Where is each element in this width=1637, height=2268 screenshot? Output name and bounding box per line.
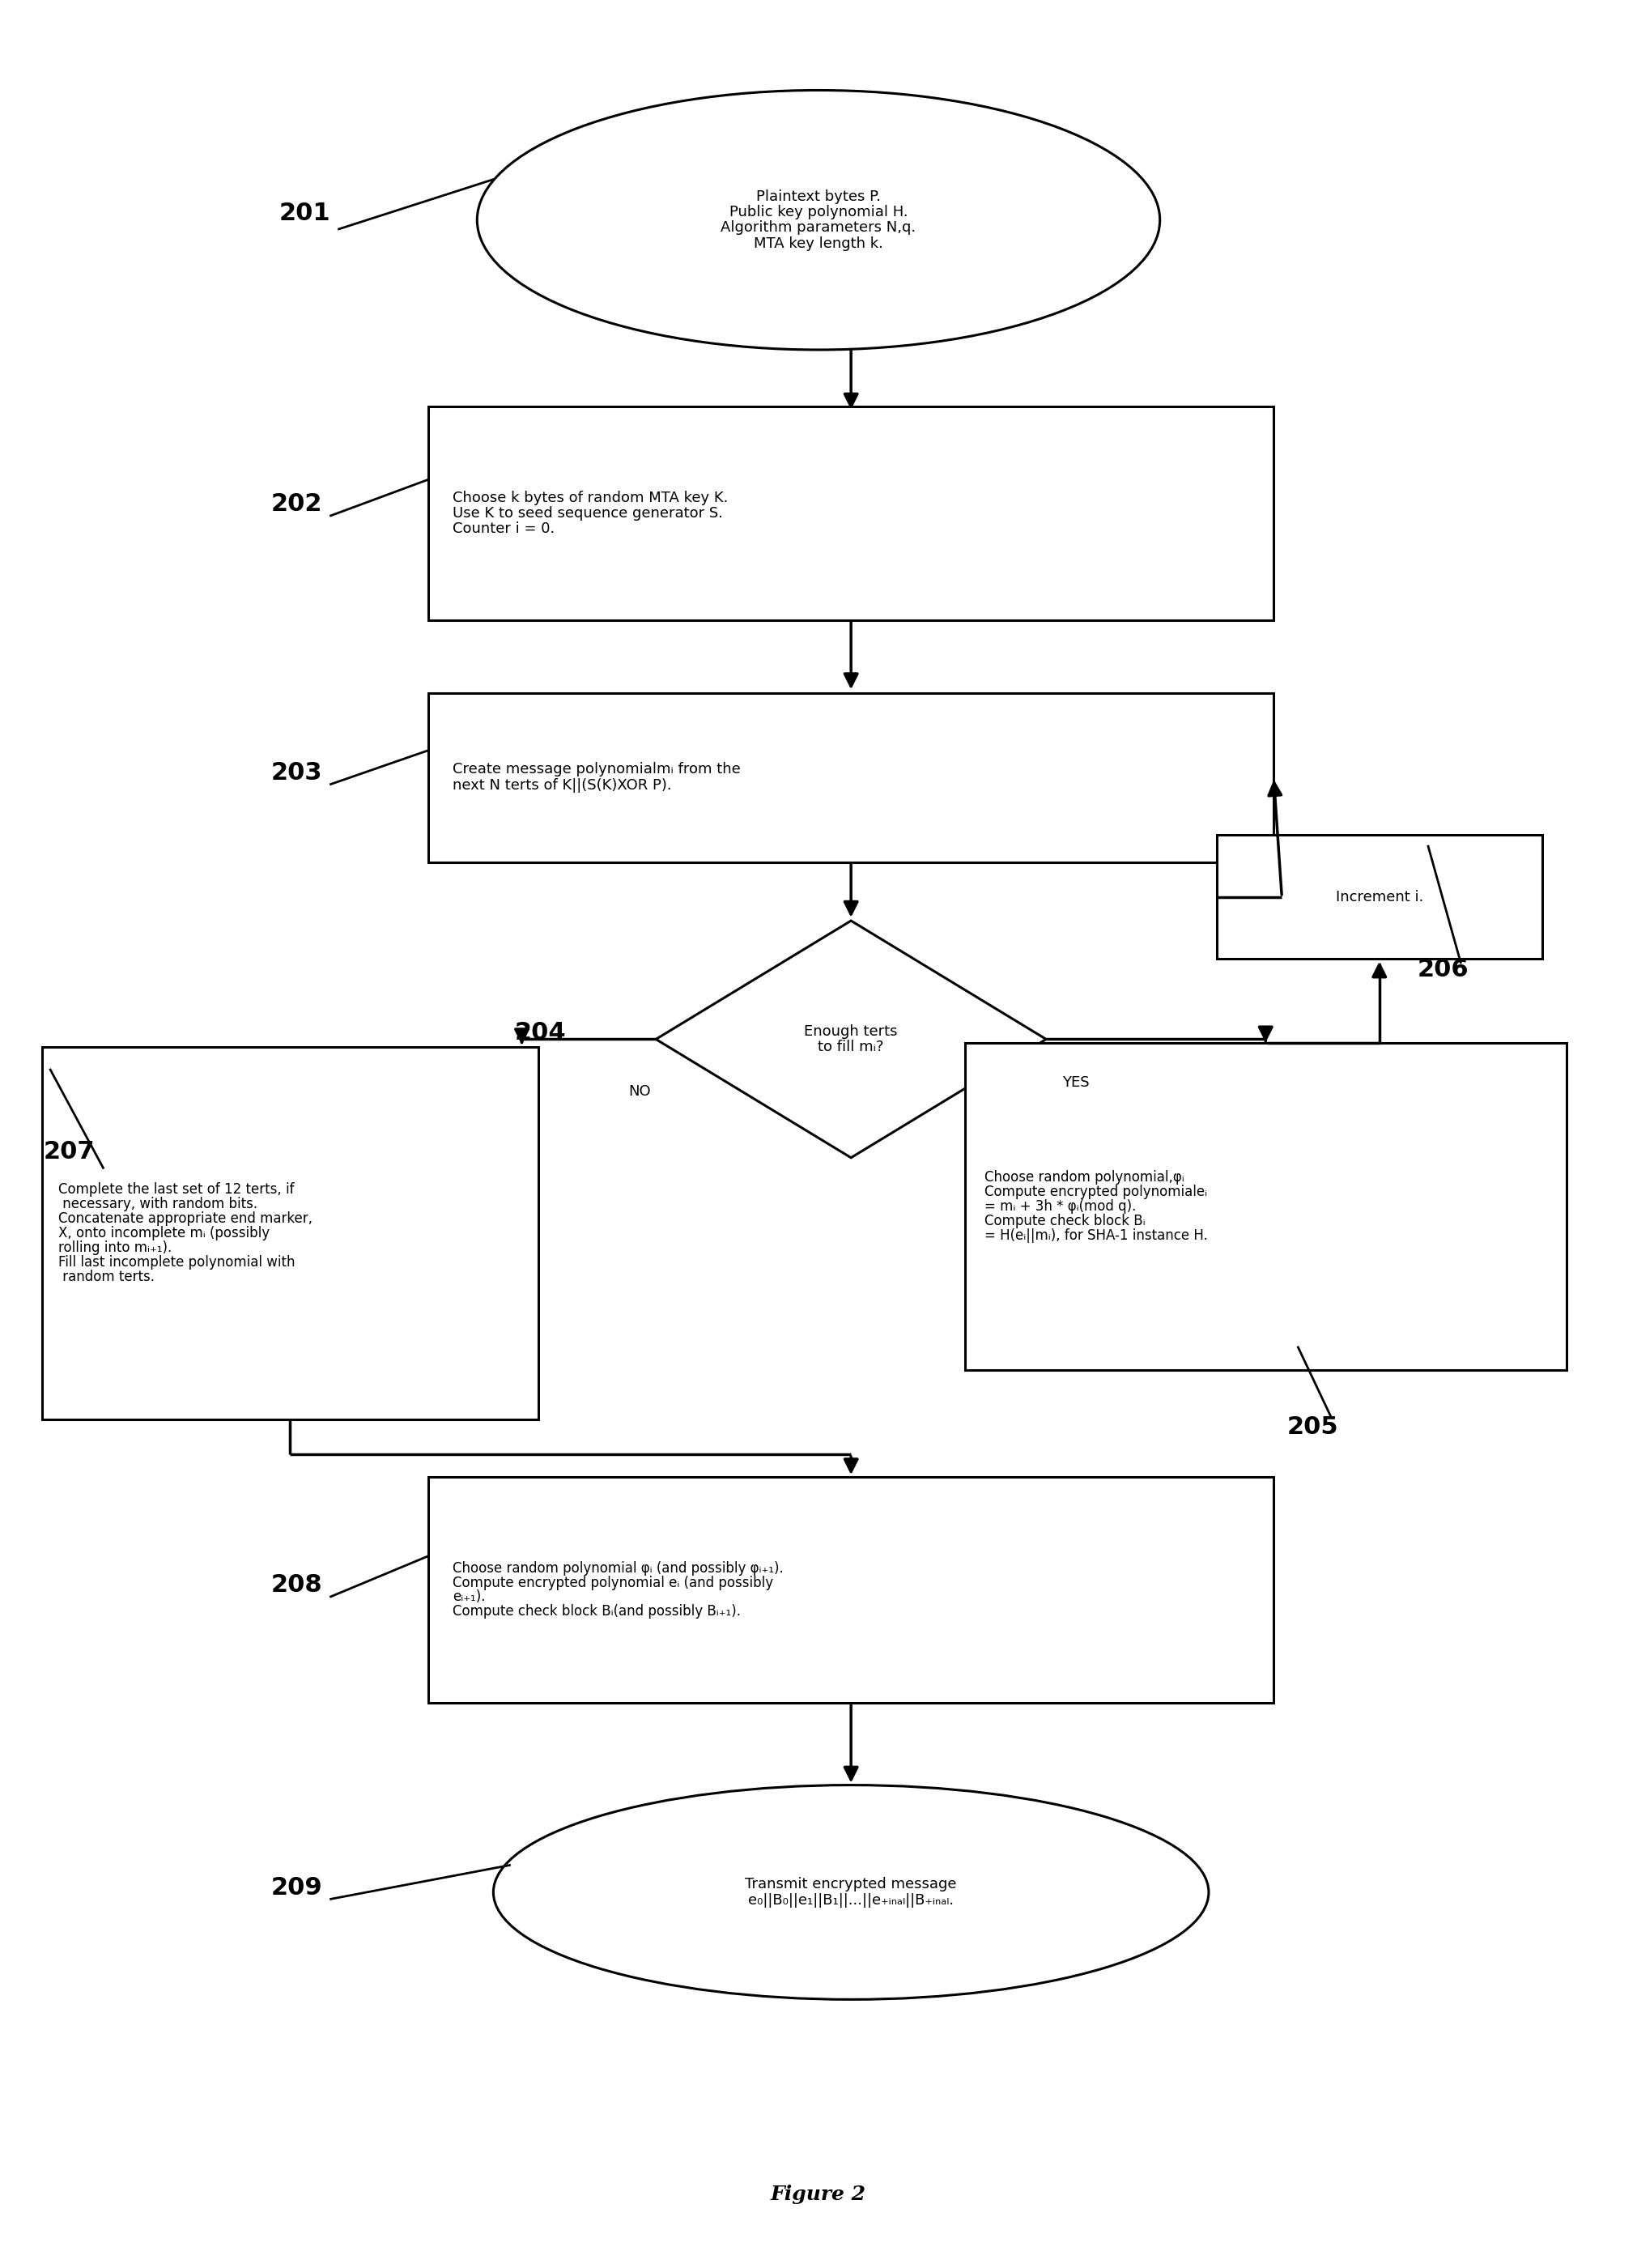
Ellipse shape	[476, 91, 1161, 349]
Text: 208: 208	[272, 1574, 322, 1597]
Text: Compute check block Bᵢ(and possibly Bᵢ₊₁).: Compute check block Bᵢ(and possibly Bᵢ₊₁…	[453, 1603, 742, 1619]
Polygon shape	[656, 921, 1046, 1157]
Text: Choose random polynomial φᵢ (and possibly φᵢ₊₁).: Choose random polynomial φᵢ (and possibl…	[453, 1560, 784, 1576]
Text: Public key polynomial H.: Public key polynomial H.	[728, 204, 909, 220]
Text: Compute encrypted polynomialeᵢ: Compute encrypted polynomialeᵢ	[984, 1184, 1206, 1200]
Text: eᵢ₊₁).: eᵢ₊₁).	[453, 1590, 486, 1603]
Text: Counter i = 0.: Counter i = 0.	[453, 522, 555, 538]
Text: 204: 204	[516, 1021, 566, 1043]
Text: X, onto incomplete mᵢ (possibly: X, onto incomplete mᵢ (possibly	[59, 1227, 270, 1241]
FancyBboxPatch shape	[964, 1043, 1567, 1370]
Text: 201: 201	[280, 202, 331, 225]
Text: Compute check block Bᵢ: Compute check block Bᵢ	[984, 1213, 1146, 1227]
FancyBboxPatch shape	[429, 1476, 1274, 1703]
Text: = mᵢ + 3h * φᵢ(mod q).: = mᵢ + 3h * φᵢ(mod q).	[984, 1200, 1136, 1213]
Text: MTA key length k.: MTA key length k.	[753, 236, 884, 252]
Text: Complete the last set of 12 terts, if: Complete the last set of 12 terts, if	[59, 1182, 295, 1198]
Ellipse shape	[493, 1785, 1208, 2000]
Text: to fill mᵢ?: to fill mᵢ?	[818, 1039, 884, 1055]
Text: Use K to seed sequence generator S.: Use K to seed sequence generator S.	[453, 506, 724, 522]
Text: necessary, with random bits.: necessary, with random bits.	[59, 1198, 257, 1211]
Text: YES: YES	[1062, 1075, 1090, 1091]
Text: Choose random polynomial,φᵢ: Choose random polynomial,φᵢ	[984, 1170, 1184, 1184]
Text: 209: 209	[272, 1876, 322, 1901]
FancyBboxPatch shape	[429, 406, 1274, 621]
Text: 205: 205	[1287, 1415, 1339, 1440]
Text: 206: 206	[1418, 957, 1468, 982]
Text: Create message polynomialmᵢ from the: Create message polynomialmᵢ from the	[453, 762, 740, 778]
Text: NO: NO	[629, 1084, 652, 1100]
Text: Compute encrypted polynomial eᵢ (and possibly: Compute encrypted polynomial eᵢ (and pos…	[453, 1576, 773, 1590]
Text: = H(eᵢ||mᵢ), for SHA-1 instance H.: = H(eᵢ||mᵢ), for SHA-1 instance H.	[984, 1227, 1208, 1243]
Text: Concatenate appropriate end marker,: Concatenate appropriate end marker,	[59, 1211, 313, 1227]
Text: Figure 2: Figure 2	[771, 2184, 866, 2204]
FancyBboxPatch shape	[1216, 835, 1542, 959]
Text: next N terts of K||(S(K)XOR P).: next N terts of K||(S(K)XOR P).	[453, 778, 671, 792]
Text: Enough terts: Enough terts	[804, 1025, 897, 1039]
Text: Choose k bytes of random MTA key K.: Choose k bytes of random MTA key K.	[453, 490, 728, 506]
Text: Plaintext bytes P.: Plaintext bytes P.	[756, 188, 881, 204]
FancyBboxPatch shape	[429, 692, 1274, 862]
Text: random terts.: random terts.	[59, 1270, 156, 1284]
FancyBboxPatch shape	[43, 1048, 539, 1420]
Text: Fill last incomplete polynomial with: Fill last incomplete polynomial with	[59, 1254, 295, 1270]
Text: Algorithm parameters N,q.: Algorithm parameters N,q.	[720, 220, 917, 236]
Text: Increment i.: Increment i.	[1336, 889, 1423, 905]
Text: e₀||B₀||e₁||B₁||...||e₊ᵢₙₐₗ||B₊ᵢₙₐₗ.: e₀||B₀||e₁||B₁||...||e₊ᵢₙₐₗ||B₊ᵢₙₐₗ.	[748, 1894, 954, 1907]
Text: Transmit encrypted message: Transmit encrypted message	[745, 1878, 958, 1892]
Text: 202: 202	[272, 492, 322, 517]
Text: 203: 203	[272, 762, 322, 785]
Text: rolling into mᵢ₊₁).: rolling into mᵢ₊₁).	[59, 1241, 172, 1254]
Text: 207: 207	[44, 1141, 95, 1163]
